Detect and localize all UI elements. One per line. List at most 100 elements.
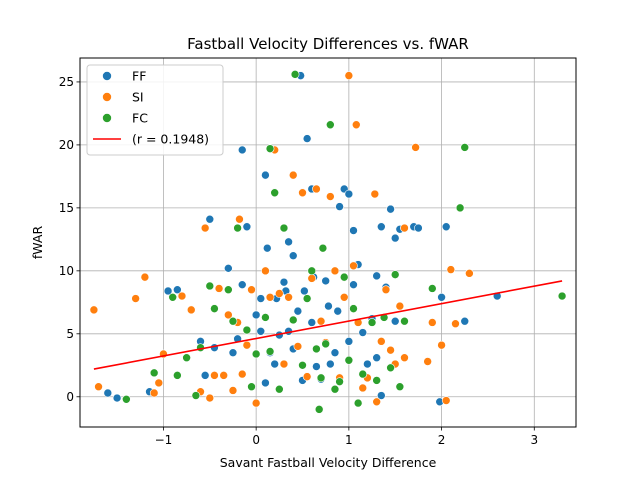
data-point [205,393,215,403]
data-point [154,378,164,388]
ticks-layer: −1 0 1 2 3 0 5 10 15 20 25 [59,75,538,447]
data-point [372,271,381,281]
data-point [330,384,340,394]
data-point [372,353,381,363]
legend-marker-fc [102,113,112,123]
y-tick-label: 5 [66,327,74,341]
legend-label-ff: FF [132,69,146,84]
data-point [279,223,289,233]
data-point [441,222,451,232]
data-point [400,353,409,363]
series-fc [122,70,567,414]
data-point [386,363,395,373]
x-axis-title: Savant Fastball Velocity Difference [220,455,437,470]
data-point [256,326,266,336]
y-tick-label: 20 [59,138,74,152]
data-point [242,222,252,232]
data-point [191,391,201,400]
data-point [326,192,335,201]
data-point [390,270,400,279]
data-point [290,70,300,79]
legend-marker-si [102,92,112,102]
data-point [465,269,474,278]
legend-label-trendline: (r = 0.1948) [132,132,209,147]
data-point [437,292,446,302]
data-point [318,243,328,253]
data-point [242,340,252,350]
data-point [251,310,261,320]
data-point [228,348,238,357]
data-point [339,292,349,302]
data-point [316,373,326,383]
data-point [275,289,284,298]
data-point [390,233,400,243]
data-point [321,276,330,286]
data-point [237,369,247,379]
data-point [451,319,460,329]
points-layer [89,70,567,414]
data-point [395,301,405,311]
data-point [307,274,317,283]
data-point [200,223,210,233]
data-point [353,398,363,408]
data-point [302,134,312,143]
plot-frame [79,57,577,428]
chart-title: Fastball Velocity Differences vs. fWAR [187,35,469,53]
data-point [324,301,333,311]
data-point [284,292,293,302]
data-point [214,284,224,293]
data-point [344,337,354,346]
data-point [312,362,321,371]
data-point [377,391,386,400]
data-point [423,357,432,366]
data-point [344,71,354,80]
legend-marker-ff [102,71,112,81]
data-point [293,306,303,316]
data-point [411,143,420,152]
data-point [381,285,391,295]
data-point [163,286,173,296]
data-point [312,344,321,354]
data-point [284,237,293,247]
data-point [335,377,344,386]
data-point [349,226,358,235]
data-point [302,294,312,303]
data-point [173,285,182,295]
data-point [307,266,317,276]
data-point [89,305,99,315]
data-point [307,318,317,327]
x-tick-label: 2 [438,433,446,447]
data-point [210,371,219,380]
data-point [103,388,113,398]
data-point [177,291,187,301]
y-tick-label: 25 [59,75,74,89]
data-point [256,294,266,303]
data-point [261,266,270,276]
data-point [237,145,247,155]
data-point [149,368,159,378]
data-point [228,316,238,326]
data-point [372,397,381,407]
data-point [330,266,340,276]
data-point [335,202,344,211]
data-point [557,291,567,301]
data-point [344,189,354,199]
data-point [275,384,284,394]
data-point [400,316,409,326]
data-point [414,223,423,233]
data-point [339,272,349,282]
data-point [288,251,298,261]
data-point [265,292,275,302]
data-point [363,359,372,369]
data-point [349,261,358,271]
trendline [93,280,563,370]
data-point [367,318,377,327]
data-point [377,222,386,232]
y-tick-label: 10 [59,264,74,278]
data-point [298,360,307,370]
data-point [210,304,219,313]
data-point [140,272,150,282]
data-point [441,396,451,405]
